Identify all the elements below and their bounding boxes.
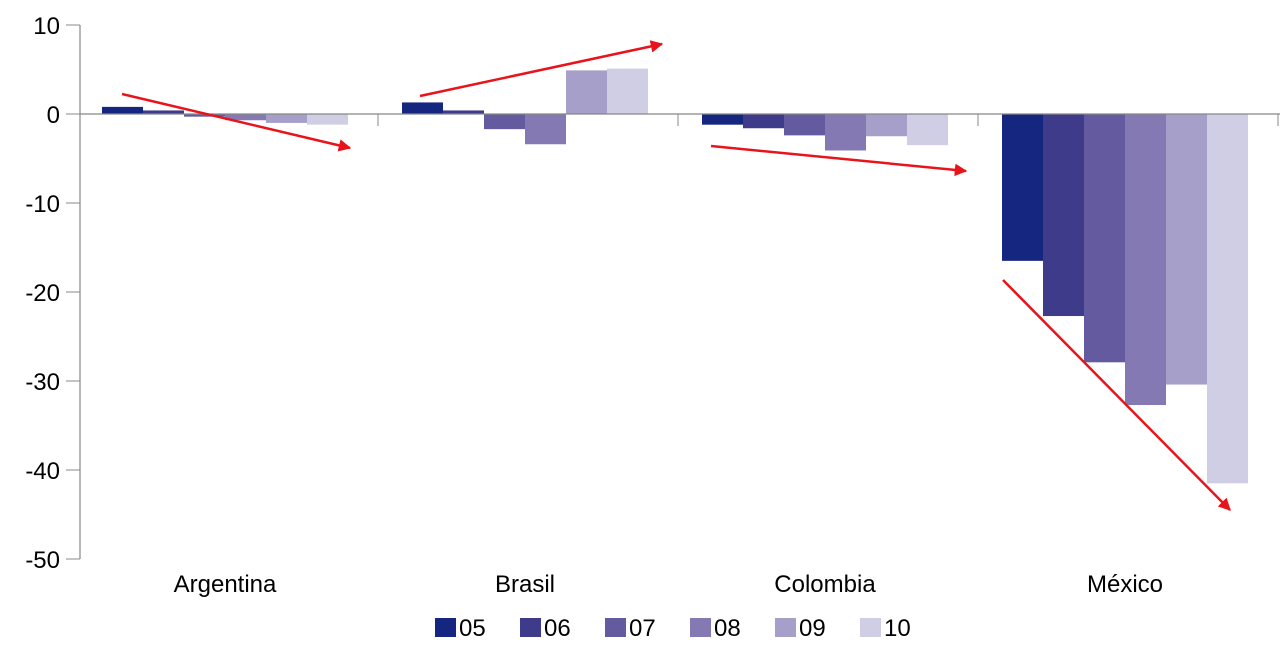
bar-méxico-08 [1125,114,1166,406]
bar-brasil-09 [566,70,607,114]
y-axis-tick-labels: 10 0 -10 -20 -30 -40 -50 [25,13,60,574]
y-tick-label: -20 [25,280,60,307]
bars-group [102,68,1248,484]
bar-brasil-08 [525,114,566,145]
y-tick-label: 10 [33,13,60,40]
y-tick-label: -30 [25,369,60,396]
legend-swatch [520,618,541,637]
bar-argentina-07 [184,114,225,117]
bar-brasil-10 [607,68,648,114]
y-tick-label: -40 [25,458,60,485]
bar-colombia-05 [702,114,743,125]
legend-label: 05 [459,615,486,642]
bar-brasil-06 [443,110,484,114]
legend-swatch [860,618,881,637]
trend-arrow-1 [121,92,352,152]
bar-colombia-07 [784,114,825,136]
legend-item-10: 10 [860,615,911,642]
bar-colombia-09 [866,114,907,137]
legend: 05 06 07 08 09 10 [435,615,911,642]
y-tick-label: 0 [47,102,60,129]
x-tick-label: Brasil [495,571,555,598]
bar-argentina-10 [307,114,348,125]
bar-méxico-10 [1207,114,1248,484]
legend-item-06: 06 [520,615,571,642]
legend-swatch [435,618,456,637]
trend-arrow-2 [419,40,664,98]
legend-item-05: 05 [435,615,486,642]
bar-méxico-09 [1166,114,1207,385]
bar-méxico-06 [1043,114,1084,317]
x-tick-label: México [1087,571,1163,598]
x-tick-label: Argentina [174,571,277,598]
legend-item-07: 07 [605,615,656,642]
legend-label: 08 [714,615,741,642]
axes-group [66,24,1280,560]
legend-label: 07 [629,615,656,642]
legend-label: 06 [544,615,571,642]
bar-argentina-08 [225,114,266,121]
bar-méxico-07 [1084,114,1125,363]
bar-brasil-05 [402,102,443,114]
legend-swatch [775,618,796,637]
bar-argentina-05 [102,106,143,114]
x-axis-tick-labels: Argentina Brasil Colombia México [174,571,1163,598]
bar-colombia-10 [907,114,948,146]
bar-colombia-06 [743,114,784,129]
bar-colombia-08 [825,114,866,151]
bar-méxico-05 [1002,114,1043,261]
trend-arrows [121,40,1231,511]
bar-argentina-09 [266,114,307,123]
bar-argentina-06 [143,110,184,114]
x-tick-label: Colombia [774,571,876,598]
legend-label: 10 [884,615,911,642]
legend-item-09: 09 [775,615,826,642]
trend-arrow-3 [710,144,968,177]
legend-swatch [690,618,711,637]
bar-brasil-07 [484,114,525,130]
y-tick-label: -50 [25,547,60,574]
trend-arrow-4 [1002,279,1231,511]
legend-label: 09 [799,615,826,642]
legend-item-08: 08 [690,615,741,642]
y-tick-label: -10 [25,191,60,218]
legend-swatch [605,618,626,637]
